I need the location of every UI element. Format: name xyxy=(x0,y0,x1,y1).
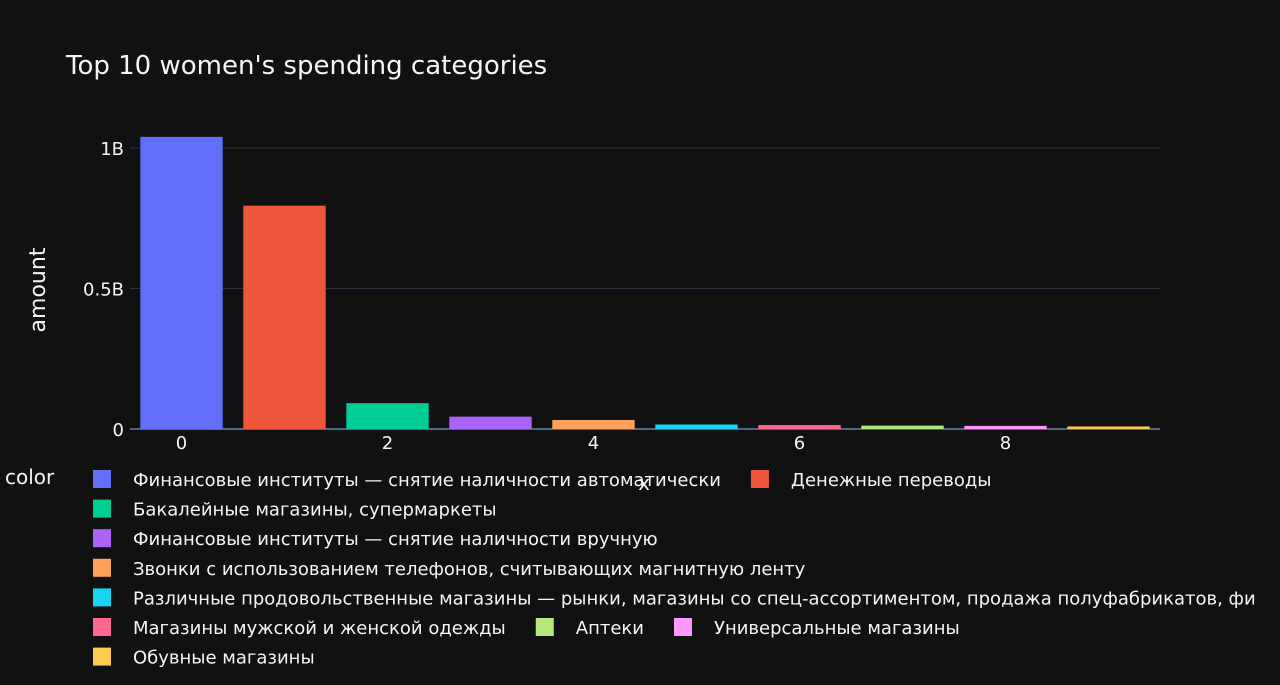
bar xyxy=(140,136,223,429)
legend: Финансовые институты — снятие наличности… xyxy=(93,470,1256,669)
legend-label: Обувные магазины xyxy=(133,648,315,669)
legend-label: Финансовые институты — снятие наличности… xyxy=(133,470,721,491)
legend-swatch xyxy=(93,618,111,636)
legend-swatch xyxy=(93,499,111,518)
bar xyxy=(552,420,635,429)
legend-label: Бакалейные магазины, супермаркеты xyxy=(133,500,497,521)
legend-label: Финансовые институты — снятие наличности… xyxy=(133,529,658,550)
legend-swatch xyxy=(673,618,692,636)
legend-label: Магазины мужской и женской одежды xyxy=(133,618,506,639)
x-tick-label: 6 xyxy=(794,433,805,454)
legend-item: Денежные переводы xyxy=(750,470,992,491)
axis-ticks: 0 0.5B 1B 0 2 4 6 8 xyxy=(83,139,1011,454)
legend-label: Различные продовольственные магазины — р… xyxy=(133,588,1256,609)
bar xyxy=(449,416,532,429)
legend-item: Бакалейные магазины, супермаркеты xyxy=(93,500,497,521)
legend-item: Финансовые институты — снятие наличности… xyxy=(93,470,721,491)
y-tick-label: 0 xyxy=(113,420,124,441)
legend-label: Универсальные магазины xyxy=(714,618,960,639)
chart-title: Top 10 women's spending categories xyxy=(65,51,547,81)
legend-label: Звонки с использованием телефонов, считы… xyxy=(133,559,806,580)
legend-swatch xyxy=(93,647,111,666)
bar xyxy=(861,425,944,429)
legend-item: Финансовые институты — снятие наличности… xyxy=(93,529,658,550)
y-tick-label: 0.5B xyxy=(83,280,124,301)
x-tick-label: 4 xyxy=(588,433,599,454)
legend-item: Различные продовольственные магазины — р… xyxy=(93,588,1256,609)
x-tick-label: 2 xyxy=(382,433,393,454)
bar xyxy=(655,424,738,429)
legend-item: Звонки с использованием телефонов, считы… xyxy=(93,558,806,580)
x-axis-label: x xyxy=(638,471,650,495)
legend-item: Аптеки xyxy=(535,618,644,639)
legend-swatch xyxy=(93,470,111,488)
legend-swatch xyxy=(93,588,111,607)
legend-item: Обувные магазины xyxy=(93,647,315,669)
bar xyxy=(243,205,326,429)
legend-swatch xyxy=(535,618,554,636)
y-axis-label: amount xyxy=(26,247,51,332)
legend-title: color xyxy=(5,465,55,489)
bars xyxy=(140,136,1150,429)
x-tick-label: 8 xyxy=(1000,433,1011,454)
legend-swatch xyxy=(750,470,769,488)
bar xyxy=(758,425,841,429)
bar xyxy=(346,403,429,429)
legend-swatch xyxy=(93,529,111,548)
legend-label: Денежные переводы xyxy=(791,470,992,491)
legend-item: Универсальные магазины xyxy=(673,618,960,639)
bar xyxy=(964,425,1047,429)
legend-swatch xyxy=(93,558,111,577)
y-tick-label: 1B xyxy=(100,139,124,160)
x-tick-label: 0 xyxy=(176,433,187,454)
bar xyxy=(1067,426,1150,429)
legend-label: Аптеки xyxy=(576,618,644,639)
legend-item: Магазины мужской и женской одежды xyxy=(93,618,506,639)
